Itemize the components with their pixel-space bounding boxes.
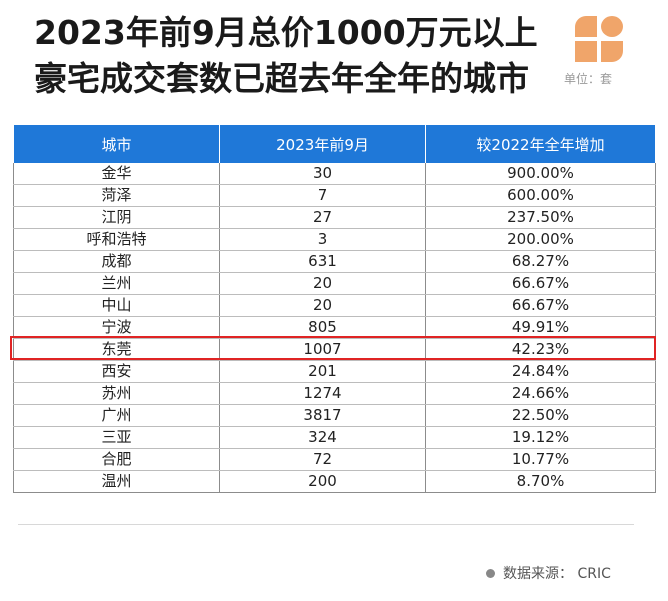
page-title: 2023年前9月总价1000万元以上 豪宅成交套数已超去年全年的城市: [34, 10, 538, 102]
cell-count: 30: [219, 163, 426, 185]
cell-city: 温州: [13, 470, 220, 493]
table-row: 成都 631 68.27%: [13, 250, 656, 273]
cell-city: 兰州: [13, 272, 220, 295]
cell-count: 324: [219, 426, 426, 449]
cell-count: 631: [219, 250, 426, 273]
cell-increase: 900.00%: [425, 163, 656, 185]
cell-city: 合肥: [13, 448, 220, 471]
table-row: 菏泽 7 600.00%: [13, 184, 656, 207]
cell-increase: 49.91%: [425, 316, 656, 339]
header-city: 城市: [13, 125, 220, 163]
cell-increase: 19.12%: [425, 426, 656, 449]
table-row: 东莞 1007 42.23%: [13, 338, 656, 361]
table-row: 广州 3817 22.50%: [13, 404, 656, 427]
highlight-box: [10, 336, 656, 360]
cell-count: 20: [219, 272, 426, 295]
table-row: 温州 200 8.70%: [13, 470, 656, 493]
table-row: 兰州 20 66.67%: [13, 272, 656, 295]
table-row: 宁波 805 49.91%: [13, 316, 656, 339]
cell-increase: 10.77%: [425, 448, 656, 471]
data-table: 城市 2023年前9月 较2022年全年增加 金华 30 900.00% 菏泽 7 600…: [13, 125, 656, 493]
title-line-2: 豪宅成交套数已超去年全年的城市: [34, 59, 529, 98]
cell-count: 3: [219, 228, 426, 251]
table-row: 中山 20 66.67%: [13, 294, 656, 317]
cell-count: 201: [219, 360, 426, 383]
cell-increase: 237.50%: [425, 206, 656, 229]
cell-increase: 66.67%: [425, 294, 656, 317]
cell-city: 苏州: [13, 382, 220, 405]
table-row: 合肥 72 10.77%: [13, 448, 656, 471]
divider: [18, 524, 634, 525]
cell-city: 三亚: [13, 426, 220, 449]
cell-city: 中山: [13, 294, 220, 317]
cell-increase: 22.50%: [425, 404, 656, 427]
cell-increase: 66.67%: [425, 272, 656, 295]
cell-city: 呼和浩特: [13, 228, 220, 251]
cell-count: 3817: [219, 404, 426, 427]
table-row: 三亚 324 19.12%: [13, 426, 656, 449]
cell-city: 宁波: [13, 316, 220, 339]
logo-icon: [575, 16, 623, 62]
source-text: 数据来源： CRIC: [503, 566, 611, 582]
table-row: 西安 201 24.84%: [13, 360, 656, 383]
cell-city: 东莞: [13, 338, 220, 361]
header-ytd-count: 2023年前9月: [219, 125, 426, 163]
cell-increase: 200.00%: [425, 228, 656, 251]
cell-city: 广州: [13, 404, 220, 427]
cell-increase: 600.00%: [425, 184, 656, 207]
cell-increase: 24.84%: [425, 360, 656, 383]
cell-increase: 8.70%: [425, 470, 656, 493]
cell-count: 27: [219, 206, 426, 229]
cell-city: 江阴: [13, 206, 220, 229]
cell-count: 1274: [219, 382, 426, 405]
cell-increase: 68.27%: [425, 250, 656, 273]
table-row: 金华 30 900.00%: [13, 163, 656, 185]
cell-count: 200: [219, 470, 426, 493]
cell-count: 72: [219, 448, 426, 471]
header-increase: 较2022年全年增加: [425, 125, 656, 163]
title-line-1: 2023年前9月总价1000万元以上: [34, 13, 538, 52]
cell-city: 金华: [13, 163, 220, 185]
cell-increase: 24.66%: [425, 382, 656, 405]
table-row: 江阴 27 237.50%: [13, 206, 656, 229]
cell-city: 成都: [13, 250, 220, 273]
cell-count: 20: [219, 294, 426, 317]
unit-label: 单位：套: [564, 72, 613, 86]
bullet-dot-icon: [486, 568, 495, 578]
table-row: 苏州 1274 24.66%: [13, 382, 656, 405]
table-header-row: 城市 2023年前9月 较2022年全年增加: [13, 125, 656, 163]
source-note: 数据来源： CRIC: [486, 563, 611, 583]
table-row: 呼和浩特 3 200.00%: [13, 228, 656, 251]
cell-city: 西安: [13, 360, 220, 383]
cell-city: 菏泽: [13, 184, 220, 207]
cell-count: 7: [219, 184, 426, 207]
